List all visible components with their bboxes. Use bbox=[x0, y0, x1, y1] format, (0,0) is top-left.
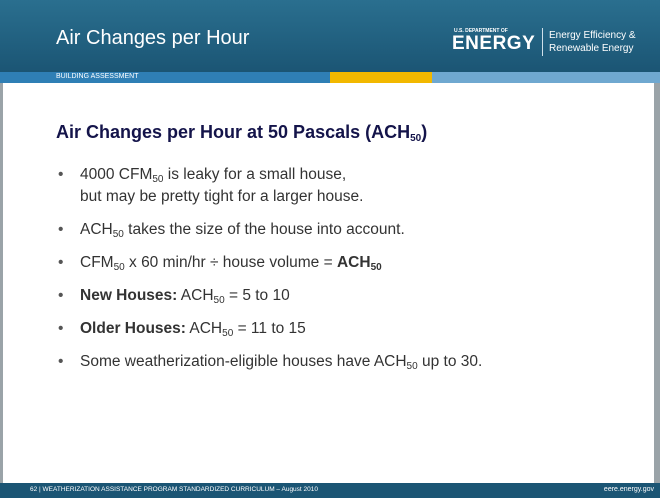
bullet-line: Some weatherization-eligible houses have… bbox=[80, 351, 482, 373]
subscript: 50 bbox=[152, 174, 164, 185]
bullet-list: 4000 CFM50 is leaky for a small house,bu… bbox=[56, 164, 482, 384]
subscript: 50 bbox=[406, 361, 418, 372]
subscript: 50 bbox=[370, 262, 382, 273]
bullet-line: New Houses: ACH50 = 5 to 10 bbox=[80, 285, 482, 307]
footer-url: eere.energy.gov bbox=[603, 486, 654, 493]
logo-small: U.S. DEPARTMENT OF bbox=[454, 28, 508, 34]
subscript: 50 bbox=[410, 133, 422, 144]
text-run: New Houses: bbox=[80, 287, 178, 304]
text-run: but may be pretty tight for a larger hou… bbox=[80, 188, 364, 205]
text-run: ACH bbox=[177, 287, 214, 304]
edge bbox=[0, 83, 3, 483]
bullet-line: ACH50 takes the size of the house into a… bbox=[80, 219, 482, 241]
logo-separator bbox=[542, 28, 543, 56]
text-run: is leaky for a small house, bbox=[163, 166, 347, 183]
subscript: 50 bbox=[113, 262, 125, 273]
bullet-line: CFM50 x 60 min/hr ÷ house volume = ACH50 bbox=[80, 252, 482, 274]
footer-text: 62 | WEATHERIZATION ASSISTANCE PROGRAM S… bbox=[30, 486, 318, 493]
text-run: takes the size of the house into account… bbox=[123, 221, 405, 238]
bullet: 4000 CFM50 is leaky for a small house, bu… bbox=[56, 164, 482, 208]
slide-title: Air Changes per Hour bbox=[56, 27, 250, 49]
heading: Air Changes per Hour at 50 Pascals (ACH5… bbox=[56, 122, 428, 144]
text-run: 4000 CFM bbox=[80, 166, 153, 183]
text-run: ACH bbox=[185, 320, 223, 337]
subscript: 50 bbox=[213, 295, 225, 306]
footer-band bbox=[0, 483, 660, 498]
logo-text: Energy Efficiency & bbox=[549, 30, 636, 41]
text-run: CFM bbox=[80, 254, 114, 271]
text-run: ) bbox=[421, 122, 428, 142]
bullet: New Houses: ACH50 = 5 to 10 bbox=[56, 285, 482, 307]
strip-accent bbox=[330, 72, 432, 83]
text-run: ACH bbox=[336, 254, 371, 271]
text-run: Older Houses: bbox=[80, 320, 186, 337]
text-run: = 5 to 10 bbox=[224, 287, 290, 304]
bullet: Some weatherization-eligible houses have… bbox=[56, 351, 482, 373]
logo-big: ENERGY bbox=[452, 33, 536, 54]
subscript: 50 bbox=[222, 328, 234, 339]
subscript: 50 bbox=[112, 229, 124, 240]
text-run: Air Changes per Hour at 50 Pascals (ACH bbox=[56, 122, 411, 142]
strip-light bbox=[432, 72, 660, 83]
bullet-line: Older Houses: ACH50 = 11 to 15 bbox=[80, 318, 482, 340]
text-run: Some weatherization-eligible houses have… bbox=[80, 353, 407, 370]
logo-text: Renewable Energy bbox=[549, 43, 634, 54]
bullet: CFM50 x 60 min/hr ÷ house volume = ACH50 bbox=[56, 252, 482, 274]
text-run: up to 30. bbox=[417, 353, 483, 370]
bullet: Older Houses: ACH50 = 11 to 15 bbox=[56, 318, 482, 340]
bullet-line: 4000 CFM50 is leaky for a small house, bbox=[80, 164, 482, 186]
bullet: ACH50 takes the size of the house into a… bbox=[56, 219, 482, 241]
text-run: x 60 min/hr ÷ house volume = bbox=[124, 254, 337, 271]
text-run: ACH bbox=[80, 221, 113, 238]
text-run: = 11 to 15 bbox=[233, 320, 306, 337]
header-band bbox=[0, 0, 660, 72]
section-label: BUILDING ASSESSMENT bbox=[56, 73, 139, 80]
bullet-line: but may be pretty tight for a larger hou… bbox=[80, 186, 482, 208]
edge bbox=[654, 83, 660, 483]
